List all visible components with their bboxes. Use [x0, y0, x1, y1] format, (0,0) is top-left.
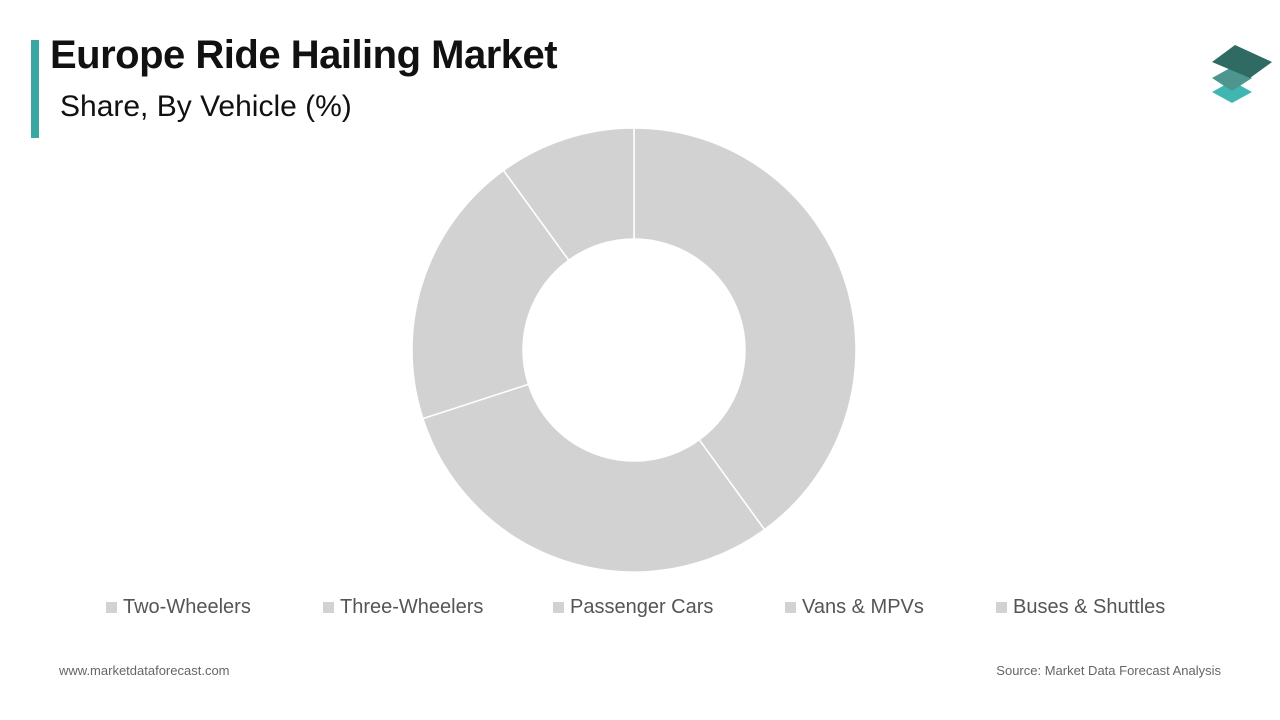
source-note: Source: Market Data Forecast Analysis	[996, 663, 1221, 678]
donut-slice-passenger-cars	[411, 169, 570, 420]
chart-title: Europe Ride Hailing Market	[50, 33, 558, 77]
legend-label: Buses & Shuttles	[1013, 596, 1166, 618]
legend-label: Vans & MPVs	[802, 596, 924, 618]
brand-logo-icon	[1212, 45, 1272, 103]
chart-subtitle: Share, By Vehicle (%)	[60, 90, 352, 123]
legend-item: Vans & MPVs	[785, 596, 924, 619]
legend: Two-Wheelers Three-Wheelers Passenger Cars…	[0, 596, 1280, 622]
donut-slice-three-wheelers	[421, 383, 766, 573]
legend-label: Passenger Cars	[570, 596, 714, 618]
legend-swatch	[553, 602, 564, 613]
legend-item: Two-Wheelers	[106, 596, 251, 619]
legend-label: Two-Wheelers	[123, 596, 251, 618]
donut-slice-two-wheelers	[633, 127, 857, 531]
donut-chart	[411, 127, 857, 573]
title-accent-bar	[31, 40, 39, 138]
legend-swatch	[996, 602, 1007, 613]
website-url: www.marketdataforecast.com	[59, 663, 230, 678]
legend-item: Three-Wheelers	[323, 596, 483, 619]
legend-swatch	[323, 602, 334, 613]
legend-swatch	[785, 602, 796, 613]
legend-item: Passenger Cars	[553, 596, 713, 619]
legend-label: Three-Wheelers	[340, 596, 484, 618]
legend-item: Buses & Shuttles	[996, 596, 1165, 619]
donut-slice-vans-mpvs	[502, 127, 635, 262]
legend-swatch	[106, 602, 117, 613]
